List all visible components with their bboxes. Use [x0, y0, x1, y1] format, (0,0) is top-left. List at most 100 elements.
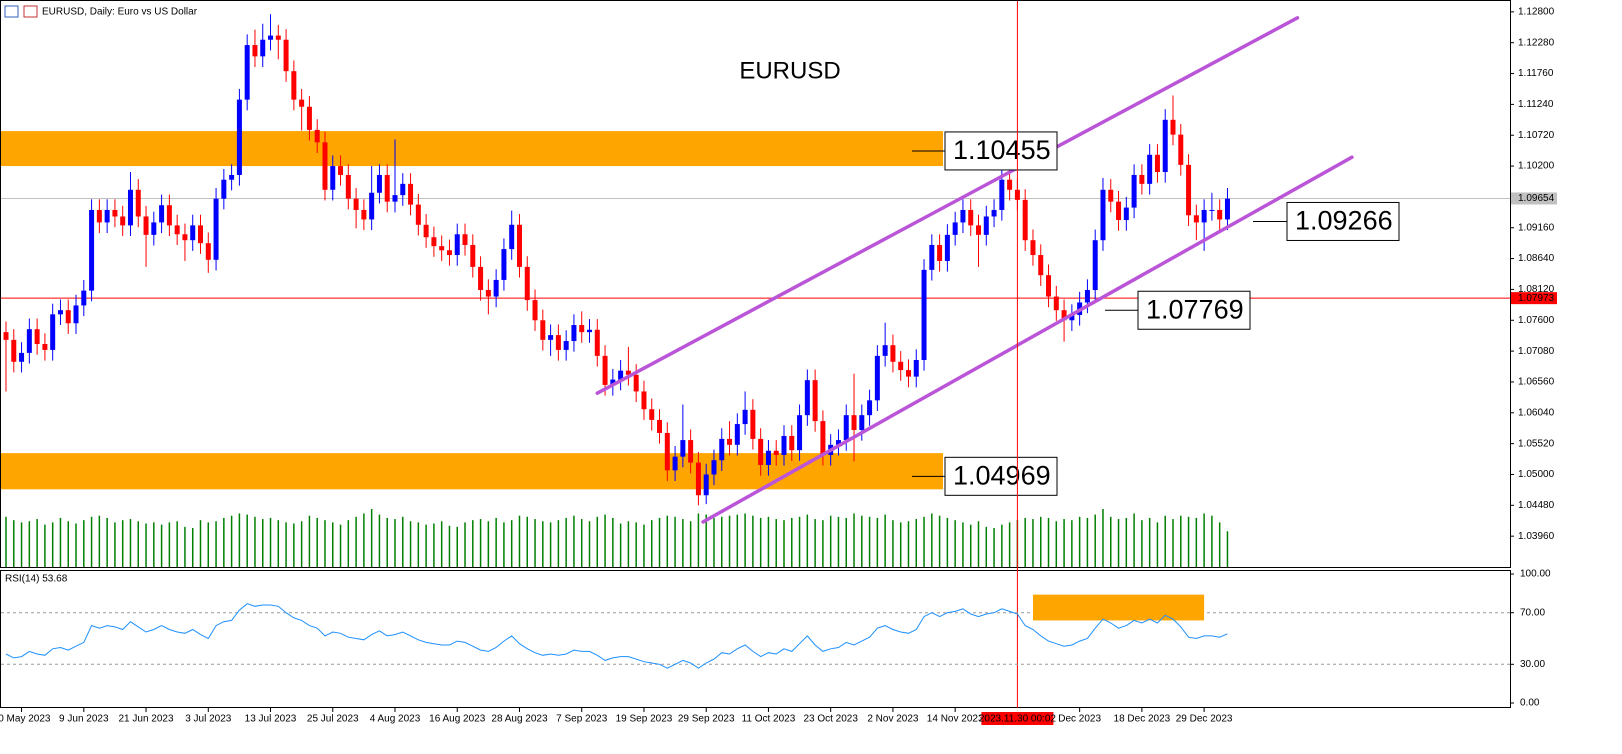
y-tick-label: 1.11240 — [1518, 99, 1554, 110]
candle-body — [446, 250, 452, 256]
candle-body — [205, 243, 211, 260]
candle-body — [478, 266, 484, 291]
annotation-box — [1286, 201, 1400, 241]
x-tick-label: 9 Jun 2023 — [59, 714, 109, 725]
candle-body — [392, 195, 398, 202]
y-tick-label: 1.07080 — [1518, 346, 1555, 357]
candle-body — [198, 225, 203, 244]
candle-body — [1217, 209, 1223, 220]
candle-body — [1108, 189, 1114, 202]
candle-body — [540, 320, 546, 340]
candle-body — [898, 361, 904, 371]
candle-body — [1007, 179, 1013, 190]
cursor-label-box — [981, 712, 1054, 725]
candle-body — [921, 269, 927, 361]
y-tick-label: 1.06560 — [1518, 377, 1555, 388]
candle-body — [571, 325, 577, 342]
candle-body — [711, 460, 717, 475]
candle-body — [213, 198, 219, 260]
candle-body — [81, 290, 87, 306]
candle-body — [1061, 310, 1067, 321]
candle-body — [999, 179, 1005, 210]
candle-body — [727, 438, 733, 445]
price-label-box — [1511, 292, 1557, 305]
y-tick-label: 1.10200 — [1518, 161, 1555, 172]
price-label: 1.09654 — [1518, 193, 1555, 204]
candle-body — [236, 99, 242, 175]
price-label: 1.07973 — [1518, 293, 1555, 304]
candle-body — [306, 106, 312, 130]
candle-body — [338, 166, 344, 175]
candle-body — [314, 129, 320, 143]
candle-body — [960, 209, 966, 223]
candle-body — [1139, 174, 1145, 184]
candle-body — [1038, 255, 1044, 276]
candle-body — [151, 222, 157, 235]
candle-body — [143, 216, 149, 235]
y-tick-label: 1.12280 — [1518, 37, 1555, 48]
candle-body — [905, 370, 911, 377]
candle-body — [1201, 209, 1207, 223]
icon — [23, 5, 38, 18]
title-icons — [4, 5, 38, 18]
candle-body — [913, 360, 919, 377]
candle-body — [937, 244, 943, 261]
support-resistance-zone — [1, 131, 943, 167]
candle-body — [120, 216, 126, 226]
x-tick-label: 2 Nov 2023 — [867, 714, 919, 725]
candle-body — [369, 192, 375, 220]
candle-body — [493, 279, 499, 297]
rsi-y-tick-label: 100.00 — [1520, 569, 1551, 580]
candle-body — [229, 174, 235, 180]
annotation-box — [1137, 290, 1251, 330]
candle-body — [929, 244, 935, 270]
channel-line — [701, 155, 1354, 524]
candle-body — [1162, 119, 1168, 172]
candle-body — [1147, 154, 1153, 184]
candle-body — [548, 335, 554, 340]
x-tick-label: 7 Sep 2023 — [556, 714, 608, 725]
candle-body — [859, 415, 865, 430]
candle-body — [1069, 314, 1075, 321]
candle-body — [703, 474, 709, 496]
candle-body — [734, 424, 740, 445]
x-tick-label: 4 Aug 2023 — [370, 714, 421, 725]
candle-body — [649, 409, 655, 420]
candle-body — [835, 440, 841, 445]
y-tick-label: 1.05520 — [1518, 438, 1555, 449]
x-tick-label: 29 Dec 2023 — [1176, 714, 1233, 725]
candle-body — [182, 234, 188, 241]
x-tick-label: 3 Jul 2023 — [185, 714, 232, 725]
annotation-label: 1.09266 — [1295, 206, 1393, 236]
candle-body — [1084, 290, 1090, 303]
rsi-y-tick-label: 0.00 — [1520, 698, 1540, 709]
rsi-zone — [1032, 594, 1205, 621]
candle-body — [57, 310, 63, 315]
chart-title: EURUSD, Daily: Euro vs US Dollar — [42, 7, 198, 18]
candle-body — [563, 341, 569, 350]
candle-body — [594, 329, 600, 356]
candle-body — [610, 379, 616, 385]
candle-body — [672, 456, 678, 471]
x-tick-label: Dec 2023 — [1058, 714, 1101, 725]
candle-body — [408, 183, 414, 205]
candle-body — [244, 45, 250, 100]
candle-body — [1100, 189, 1106, 241]
candle-body — [524, 266, 530, 301]
rsi-label: RSI(14) 53.68 — [5, 574, 68, 585]
candle-body — [1186, 164, 1192, 216]
y-tick-label: 1.08120 — [1518, 284, 1555, 295]
candle-body — [742, 409, 748, 425]
candle-body — [485, 290, 491, 297]
candle-body — [127, 189, 133, 226]
candle-body — [1022, 199, 1028, 241]
candle-body — [1193, 215, 1199, 223]
candle-body — [781, 435, 787, 455]
y-tick-label: 1.04480 — [1518, 500, 1555, 511]
candle-body — [789, 435, 795, 451]
candle-body — [1116, 201, 1122, 221]
candle-body — [688, 440, 694, 463]
candle-body — [602, 355, 608, 385]
candle-body — [283, 39, 289, 72]
